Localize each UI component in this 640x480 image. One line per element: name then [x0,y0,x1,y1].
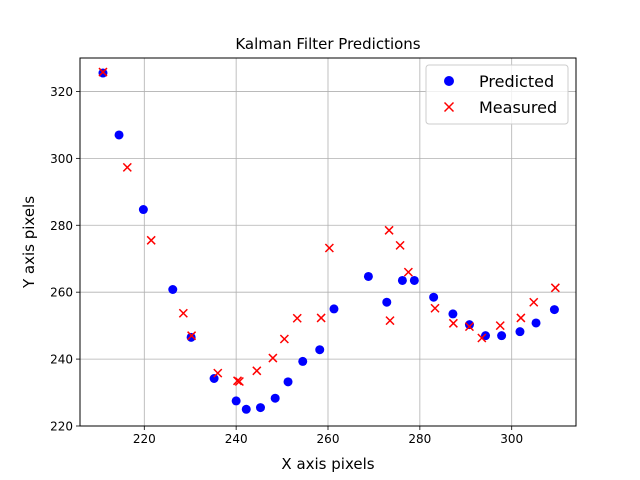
x-tick-label: 300 [500,432,523,446]
point-predicted [114,130,124,140]
point-measured [448,318,458,328]
point-measured [403,267,413,277]
point-predicted [283,377,293,387]
chart-title: Kalman Filter Predictions [235,35,420,53]
y-tick-label: 260 [50,286,73,300]
point-predicted [397,275,407,285]
legend: Predicted Measured [425,64,569,125]
y-tick-label: 220 [50,420,73,434]
point-measured [279,334,289,344]
point-measured [232,376,243,386]
point-predicted [255,403,265,413]
x-tick-label: 280 [408,432,431,446]
point-measured [324,243,334,253]
point-predicted [464,320,474,330]
point-measured [516,313,526,323]
point-measured [395,240,405,250]
y-tick-label: 240 [50,353,73,367]
point-predicted [549,305,559,315]
point-predicted [186,332,196,342]
legend-box [425,64,569,125]
point-predicted [329,304,339,314]
point-predicted [138,205,148,215]
point-predicted [315,345,325,355]
point-predicted [382,297,392,307]
point-predicted [497,331,507,341]
y-tick-label: 280 [50,219,73,233]
point-predicted [429,292,439,302]
point-predicted [531,318,541,328]
point-measured [292,313,302,323]
point-measured [430,303,440,313]
legend-label-predicted: Predicted [479,72,554,91]
point-predicted [298,356,308,366]
point-measured [146,235,156,245]
point-measured [495,321,505,331]
y-axis-label: Y axis pixels [20,196,38,289]
x-tick-label: 220 [133,432,156,446]
point-measured [316,313,326,323]
y-tick-label: 320 [50,85,73,99]
legend-marker-measured [443,101,455,113]
x-axis-ticks: 220 240 260 280 300 [133,426,523,446]
legend-marker-predicted [444,76,454,86]
y-tick-label: 300 [50,152,73,166]
plot-frame [79,57,577,427]
point-predicted [168,285,178,295]
point-measured [252,366,262,376]
x-axis-label: X axis pixels [281,455,374,473]
point-predicted [270,393,280,403]
data-points [98,67,560,414]
point-predicted [448,309,458,319]
x-tick-label: 240 [225,432,248,446]
legend-label-measured: Measured [479,98,557,117]
point-predicted [515,327,525,337]
point-predicted [363,271,373,281]
point-measured [122,162,132,172]
point-predicted [231,396,241,406]
point-measured [529,297,539,307]
point-measured [213,368,223,378]
x-tick-label: 260 [317,432,340,446]
point-measured [187,331,197,341]
point-measured [464,322,474,332]
point-measured [477,333,487,343]
point-predicted [241,404,251,414]
y-axis-ticks: 220 240 260 280 300 320 [50,85,80,434]
point-measured [268,353,278,363]
point-predicted [209,373,219,383]
point-measured [550,283,560,293]
point-measured [98,67,108,77]
point-predicted [409,275,419,285]
point-measured [385,316,395,326]
point-predicted [481,331,491,341]
point-measured [384,225,394,235]
point-measured [178,308,188,318]
point-measured [234,376,244,387]
